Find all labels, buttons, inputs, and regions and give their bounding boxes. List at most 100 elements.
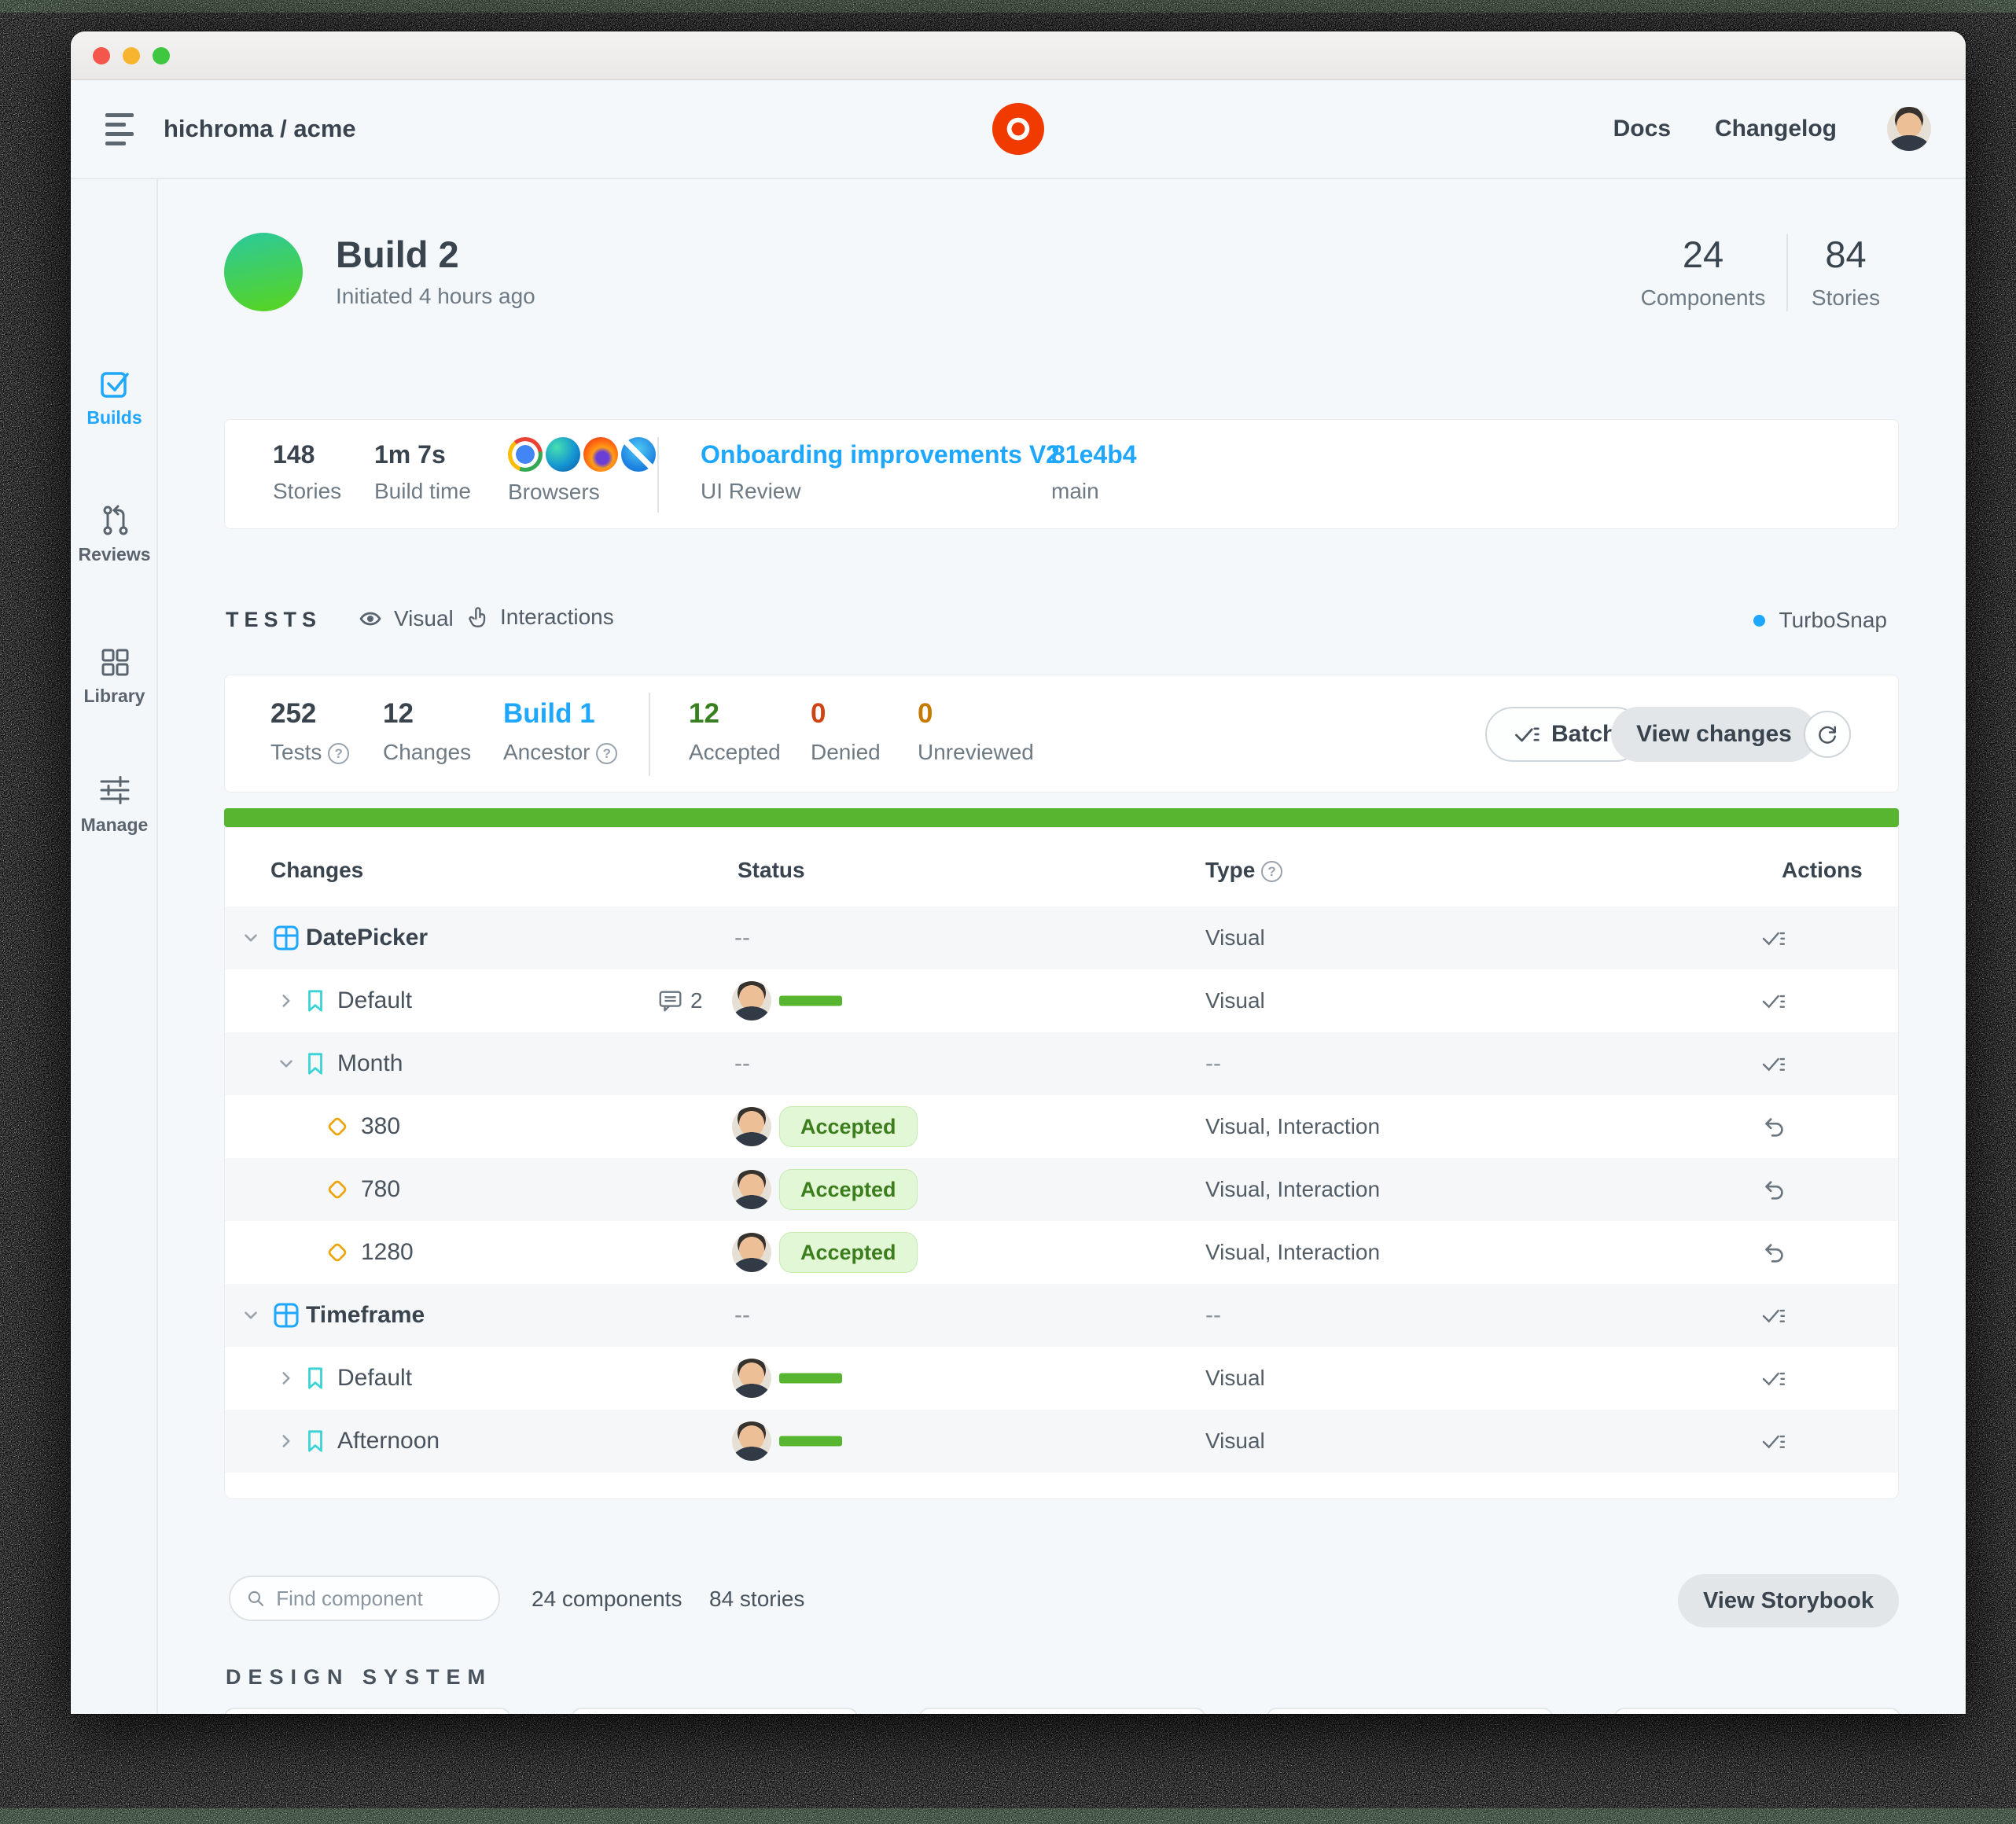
app-header: hichroma / acme Docs Changelog [71, 80, 1966, 179]
chromatic-logo-icon[interactable] [992, 103, 1044, 155]
sidebar-item-label: Manage [80, 815, 149, 835]
changes-table: Changes Status Type ? Actions DatePicker… [224, 827, 1899, 1499]
undo-button[interactable] [1760, 1113, 1787, 1140]
zoom-button[interactable] [153, 46, 170, 64]
divider [657, 437, 659, 513]
interactions-toggle[interactable]: Interactions [465, 605, 614, 630]
search-input[interactable] [274, 1585, 483, 1612]
view-storybook-button[interactable]: View Storybook [1677, 1574, 1899, 1627]
reviewer-avatar [732, 1170, 771, 1209]
bookmark-icon [304, 1050, 327, 1077]
nav-changelog[interactable]: Changelog [1715, 116, 1837, 142]
nav-docs[interactable]: Docs [1613, 116, 1671, 142]
build-subtitle: Initiated 4 hours ago [336, 283, 535, 308]
chevron-down-icon[interactable] [276, 1054, 296, 1074]
bookmark-icon [304, 1428, 327, 1454]
viewport-diamond-icon [322, 1111, 353, 1142]
summary-branch: Onboarding improvements V2 UI Review [701, 440, 1060, 503]
batch-accept-button[interactable] [1759, 1428, 1786, 1454]
turbosnap-dot-icon [1753, 614, 1765, 627]
build-title: Build 2 [336, 233, 459, 275]
components-toolbar: 24 components 84 stories View Storybook [224, 1574, 1899, 1631]
menu-icon[interactable] [105, 112, 134, 145]
batch-accept-button[interactable] [1759, 1365, 1786, 1392]
reviewer-avatar [732, 981, 771, 1020]
batch-accept-button[interactable] [1759, 1050, 1786, 1077]
table-row[interactable]: Timeframe -- -- [225, 1284, 1898, 1347]
table-header: Changes Status Type ? Actions [225, 828, 1898, 906]
reviewer-avatar [732, 1233, 771, 1272]
batch-accept-button[interactable] [1759, 987, 1786, 1014]
refresh-icon [1819, 726, 1836, 744]
column-changes: Changes [270, 858, 364, 882]
table-row[interactable]: Afternoon Visual [225, 1410, 1898, 1473]
status-progress-bar [779, 1373, 842, 1384]
component-card[interactable] [919, 1708, 1205, 1714]
component-card[interactable] [1267, 1708, 1553, 1714]
chevron-down-icon[interactable] [241, 928, 261, 948]
table-row[interactable]: DatePicker -- Visual [225, 906, 1898, 969]
eye-icon [359, 612, 381, 626]
table-row[interactable]: 1280 Accepted Visual, Interaction [225, 1221, 1898, 1284]
build-totals: 24 Components 84 Stories [1624, 234, 1899, 311]
undo-button[interactable] [1760, 1176, 1787, 1203]
sidebar: Builds Reviews [71, 179, 158, 1714]
table-row[interactable]: 380 Accepted Visual, Interaction [225, 1095, 1898, 1158]
sidebar-item-reviews[interactable]: Reviews [71, 503, 158, 565]
help-icon[interactable]: ? [1261, 861, 1283, 883]
column-actions: Actions [1782, 858, 1863, 882]
table-row[interactable]: Default 2 Visual [225, 969, 1898, 1032]
component-card[interactable] [1614, 1708, 1900, 1714]
reviewer-avatar [732, 1421, 771, 1461]
component-search[interactable] [229, 1576, 500, 1621]
chevron-right-icon[interactable] [276, 991, 296, 1011]
org-breadcrumb[interactable]: hichroma / acme [164, 115, 356, 142]
firefox-icon [583, 437, 618, 472]
build-summary-card: 148 Stories 1m 7s Build time Browsers On… [224, 419, 1899, 529]
tests-toolbar: TESTS Visual Interactions TurboSnap [224, 601, 1899, 639]
sidebar-item-manage[interactable]: Manage [71, 772, 158, 836]
help-icon[interactable]: ? [328, 743, 350, 765]
commit-link[interactable]: 81e4b4 [1051, 440, 1137, 469]
ancestor-build-link[interactable]: Build 1 [503, 698, 595, 729]
chevron-down-icon[interactable] [241, 1305, 261, 1326]
chevron-right-icon[interactable] [276, 1368, 296, 1388]
column-status: Status [738, 858, 805, 882]
branch-link[interactable]: Onboarding improvements V2 [701, 440, 1060, 469]
batch-accept-button[interactable] [1759, 925, 1786, 951]
design-system-heading: DESIGN SYSTEM [226, 1665, 493, 1689]
user-avatar[interactable] [1887, 107, 1931, 151]
sidebar-item-label: Builds [86, 407, 142, 428]
chrome-icon [508, 437, 543, 472]
component-icon [272, 1301, 300, 1329]
sidebar-item-builds[interactable]: Builds [71, 366, 158, 428]
undo-button[interactable] [1760, 1239, 1787, 1266]
titlebar [71, 31, 1966, 80]
safari-icon [621, 437, 656, 472]
refresh-button[interactable] [1804, 711, 1851, 758]
table-row[interactable]: Month -- -- [225, 1032, 1898, 1095]
turbosnap-indicator[interactable]: TurboSnap [1753, 608, 1887, 633]
component-card[interactable] [224, 1708, 510, 1714]
sidebar-item-library[interactable]: Library [71, 645, 158, 707]
chevron-right-icon[interactable] [276, 1431, 296, 1451]
status-progress-bar [779, 1436, 842, 1447]
table-row[interactable]: 780 Accepted Visual, Interaction [225, 1158, 1898, 1221]
comment-icon[interactable] [657, 987, 684, 1014]
component-card[interactable] [572, 1708, 858, 1714]
reviewer-avatar [732, 1359, 771, 1398]
tests-stats-card: 252 Tests ? 12 Changes Build 1 Ancestor … [224, 675, 1899, 792]
divider [1786, 234, 1788, 311]
help-icon[interactable]: ? [596, 743, 618, 765]
stories-count: 84 stories [709, 1587, 805, 1611]
batch-accept-button[interactable] [1759, 1302, 1786, 1329]
view-changes-button[interactable]: View changes [1611, 707, 1817, 762]
accepted-badge: Accepted [779, 1232, 918, 1273]
bookmark-icon [304, 1365, 327, 1392]
table-row[interactable]: Default Visual [225, 1347, 1898, 1410]
minimize-button[interactable] [123, 46, 140, 64]
bookmark-icon [304, 987, 327, 1014]
manage-sliders-icon [100, 776, 129, 804]
close-button[interactable] [93, 46, 110, 64]
visual-toggle[interactable]: Visual [358, 606, 454, 631]
